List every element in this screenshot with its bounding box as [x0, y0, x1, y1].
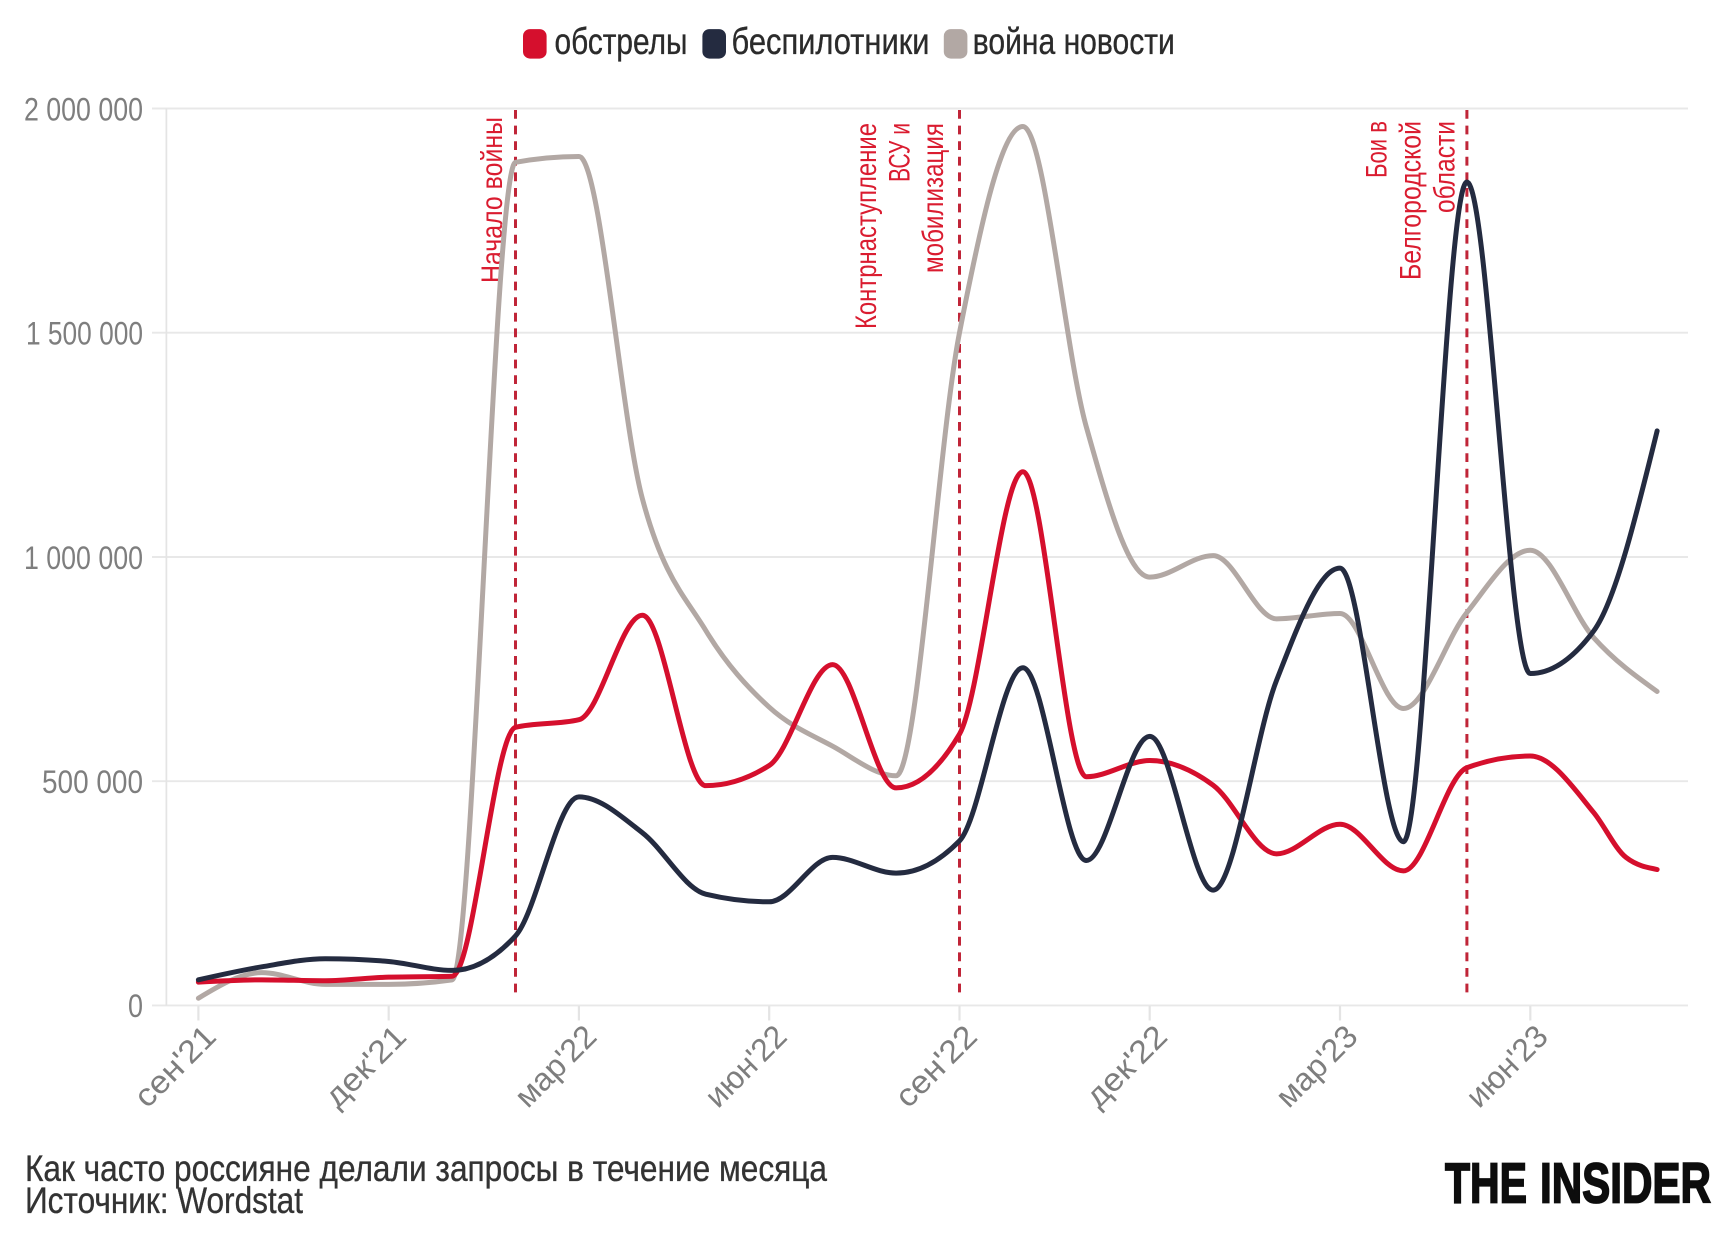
svg-text:INSIDER: INSIDER	[1540, 1151, 1711, 1214]
svg-text:Бои в: Бои в	[1362, 121, 1394, 178]
svg-text:ВСУ и: ВСУ и	[885, 123, 917, 182]
svg-text:обстрелы: обстрелы	[555, 21, 688, 62]
svg-text:THE: THE	[1445, 1151, 1527, 1214]
svg-text:Источник: Wordstat: Источник: Wordstat	[25, 1179, 304, 1221]
svg-text:0: 0	[128, 988, 143, 1024]
svg-text:500 000: 500 000	[42, 764, 143, 800]
svg-text:Контрнаступление: Контрнаступление	[851, 123, 883, 329]
svg-text:война новости: война новости	[973, 21, 1175, 62]
svg-text:1 500 000: 1 500 000	[26, 316, 143, 352]
svg-text:области: области	[1430, 121, 1462, 213]
svg-text:мобилизация: мобилизация	[918, 123, 950, 273]
svg-text:2 000 000: 2 000 000	[24, 91, 143, 127]
svg-text:1 000 000: 1 000 000	[24, 540, 143, 576]
svg-text:Как часто россияне делали запр: Как часто россияне делали запросы в тече…	[25, 1147, 827, 1189]
svg-text:Белгородской: Белгородской	[1396, 121, 1428, 280]
svg-text:беспилотники: беспилотники	[732, 21, 930, 62]
